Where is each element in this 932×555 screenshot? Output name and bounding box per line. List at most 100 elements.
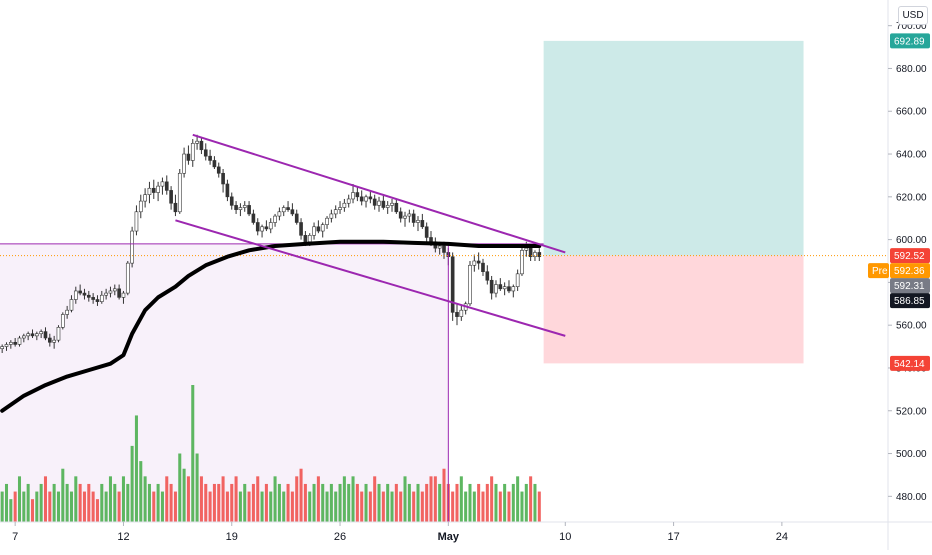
- candle-body[interactable]: [411, 213, 416, 223]
- price-tag[interactable]: [890, 248, 930, 264]
- candle-body[interactable]: [342, 202, 347, 208]
- channel-upper-line[interactable]: [192, 133, 566, 254]
- candle-body[interactable]: [320, 224, 325, 232]
- candle-body[interactable]: [147, 187, 152, 195]
- candle-body[interactable]: [138, 200, 143, 213]
- candle-body[interactable]: [498, 284, 503, 290]
- candle-body[interactable]: [195, 140, 199, 144]
- channel-lower-line[interactable]: [175, 219, 566, 337]
- candle-body[interactable]: [164, 181, 169, 191]
- candle-body[interactable]: [151, 187, 156, 193]
- candle-body[interactable]: [385, 205, 390, 208]
- candle-body[interactable]: [424, 226, 429, 238]
- candle-body[interactable]: [17, 337, 22, 345]
- candle-body[interactable]: [78, 290, 82, 294]
- candle-body[interactable]: [381, 200, 386, 208]
- candle-body[interactable]: [238, 207, 243, 210]
- candle-body[interactable]: [346, 198, 351, 204]
- stop-zone[interactable]: [543, 255, 804, 364]
- candle-body[interactable]: [390, 202, 394, 206]
- candle-body[interactable]: [260, 226, 264, 232]
- candle-body[interactable]: [26, 333, 30, 337]
- candle-body[interactable]: [13, 341, 17, 345]
- candle-body[interactable]: [325, 217, 329, 225]
- candle-body[interactable]: [47, 337, 52, 343]
- candle-body[interactable]: [533, 252, 537, 258]
- candle-body[interactable]: [95, 299, 100, 302]
- candle-body[interactable]: [429, 237, 433, 243]
- candle-body[interactable]: [299, 222, 303, 236]
- candle-body[interactable]: [182, 153, 186, 174]
- candle-body[interactable]: [359, 196, 364, 202]
- candle-body[interactable]: [104, 292, 108, 296]
- candle-body[interactable]: [520, 250, 524, 275]
- price-tag[interactable]: [890, 33, 930, 49]
- candle-body[interactable]: [60, 314, 65, 328]
- candle-body[interactable]: [450, 256, 455, 313]
- candle-body[interactable]: [494, 284, 498, 294]
- candle-body[interactable]: [134, 211, 139, 232]
- candle-body[interactable]: [251, 213, 256, 223]
- candle-body[interactable]: [229, 196, 234, 206]
- candle-body[interactable]: [186, 153, 191, 161]
- candle-body[interactable]: [273, 215, 277, 223]
- candle-body[interactable]: [221, 172, 225, 185]
- candle-body[interactable]: [528, 247, 533, 258]
- candle-body[interactable]: [489, 279, 494, 294]
- candle-body[interactable]: [329, 213, 334, 219]
- candle-body[interactable]: [364, 196, 368, 202]
- candle-body[interactable]: [294, 213, 299, 223]
- candle-body[interactable]: [468, 264, 472, 305]
- candle-body[interactable]: [312, 226, 316, 236]
- candle-body[interactable]: [316, 226, 321, 232]
- price-tag[interactable]: [890, 278, 930, 294]
- candle-body[interactable]: [407, 213, 412, 217]
- candle-body[interactable]: [86, 294, 91, 298]
- candle-body[interactable]: [4, 344, 9, 347]
- candle-body[interactable]: [43, 331, 48, 339]
- candle-body[interactable]: [416, 220, 420, 223]
- candle-body[interactable]: [173, 202, 178, 213]
- candle-body[interactable]: [225, 183, 230, 198]
- candle-body[interactable]: [52, 339, 56, 343]
- candle-body[interactable]: [476, 260, 481, 264]
- moving-average-line[interactable]: [0, 239, 542, 413]
- candle-body[interactable]: [199, 140, 204, 151]
- candle-body[interactable]: [203, 149, 208, 157]
- candle-body[interactable]: [39, 331, 43, 335]
- candle-body[interactable]: [351, 192, 355, 200]
- candle-body[interactable]: [485, 271, 490, 281]
- candle-body[interactable]: [394, 202, 399, 213]
- candle-body[interactable]: [481, 262, 485, 272]
- candle-body[interactable]: [82, 292, 87, 296]
- candle-body[interactable]: [234, 205, 238, 210]
- candle-body[interactable]: [177, 172, 182, 213]
- candle-body[interactable]: [459, 309, 464, 317]
- candle-body[interactable]: [398, 211, 403, 219]
- candle-body[interactable]: [377, 200, 381, 206]
- candle-body[interactable]: [112, 288, 117, 292]
- candle-body[interactable]: [268, 222, 273, 230]
- candle-body[interactable]: [511, 286, 516, 292]
- candle-body[interactable]: [30, 333, 35, 337]
- candle-body[interactable]: [502, 286, 507, 290]
- candle-body[interactable]: [472, 260, 477, 266]
- candle-body[interactable]: [372, 198, 377, 206]
- candle-body[interactable]: [264, 226, 269, 230]
- candle-body[interactable]: [56, 327, 61, 341]
- candle-body[interactable]: [281, 207, 286, 213]
- candle-body[interactable]: [69, 299, 74, 311]
- candle-body[interactable]: [442, 245, 446, 253]
- candle-body[interactable]: [73, 290, 78, 300]
- candle-body[interactable]: [99, 294, 104, 302]
- candle-body[interactable]: [169, 190, 173, 204]
- price-tag[interactable]: [890, 293, 930, 309]
- candle-body[interactable]: [524, 247, 529, 251]
- candle-body[interactable]: [290, 209, 295, 215]
- candle-body[interactable]: [117, 288, 121, 298]
- candle-body[interactable]: [22, 335, 26, 339]
- candle-body[interactable]: [91, 297, 95, 300]
- candle-body[interactable]: [125, 262, 130, 294]
